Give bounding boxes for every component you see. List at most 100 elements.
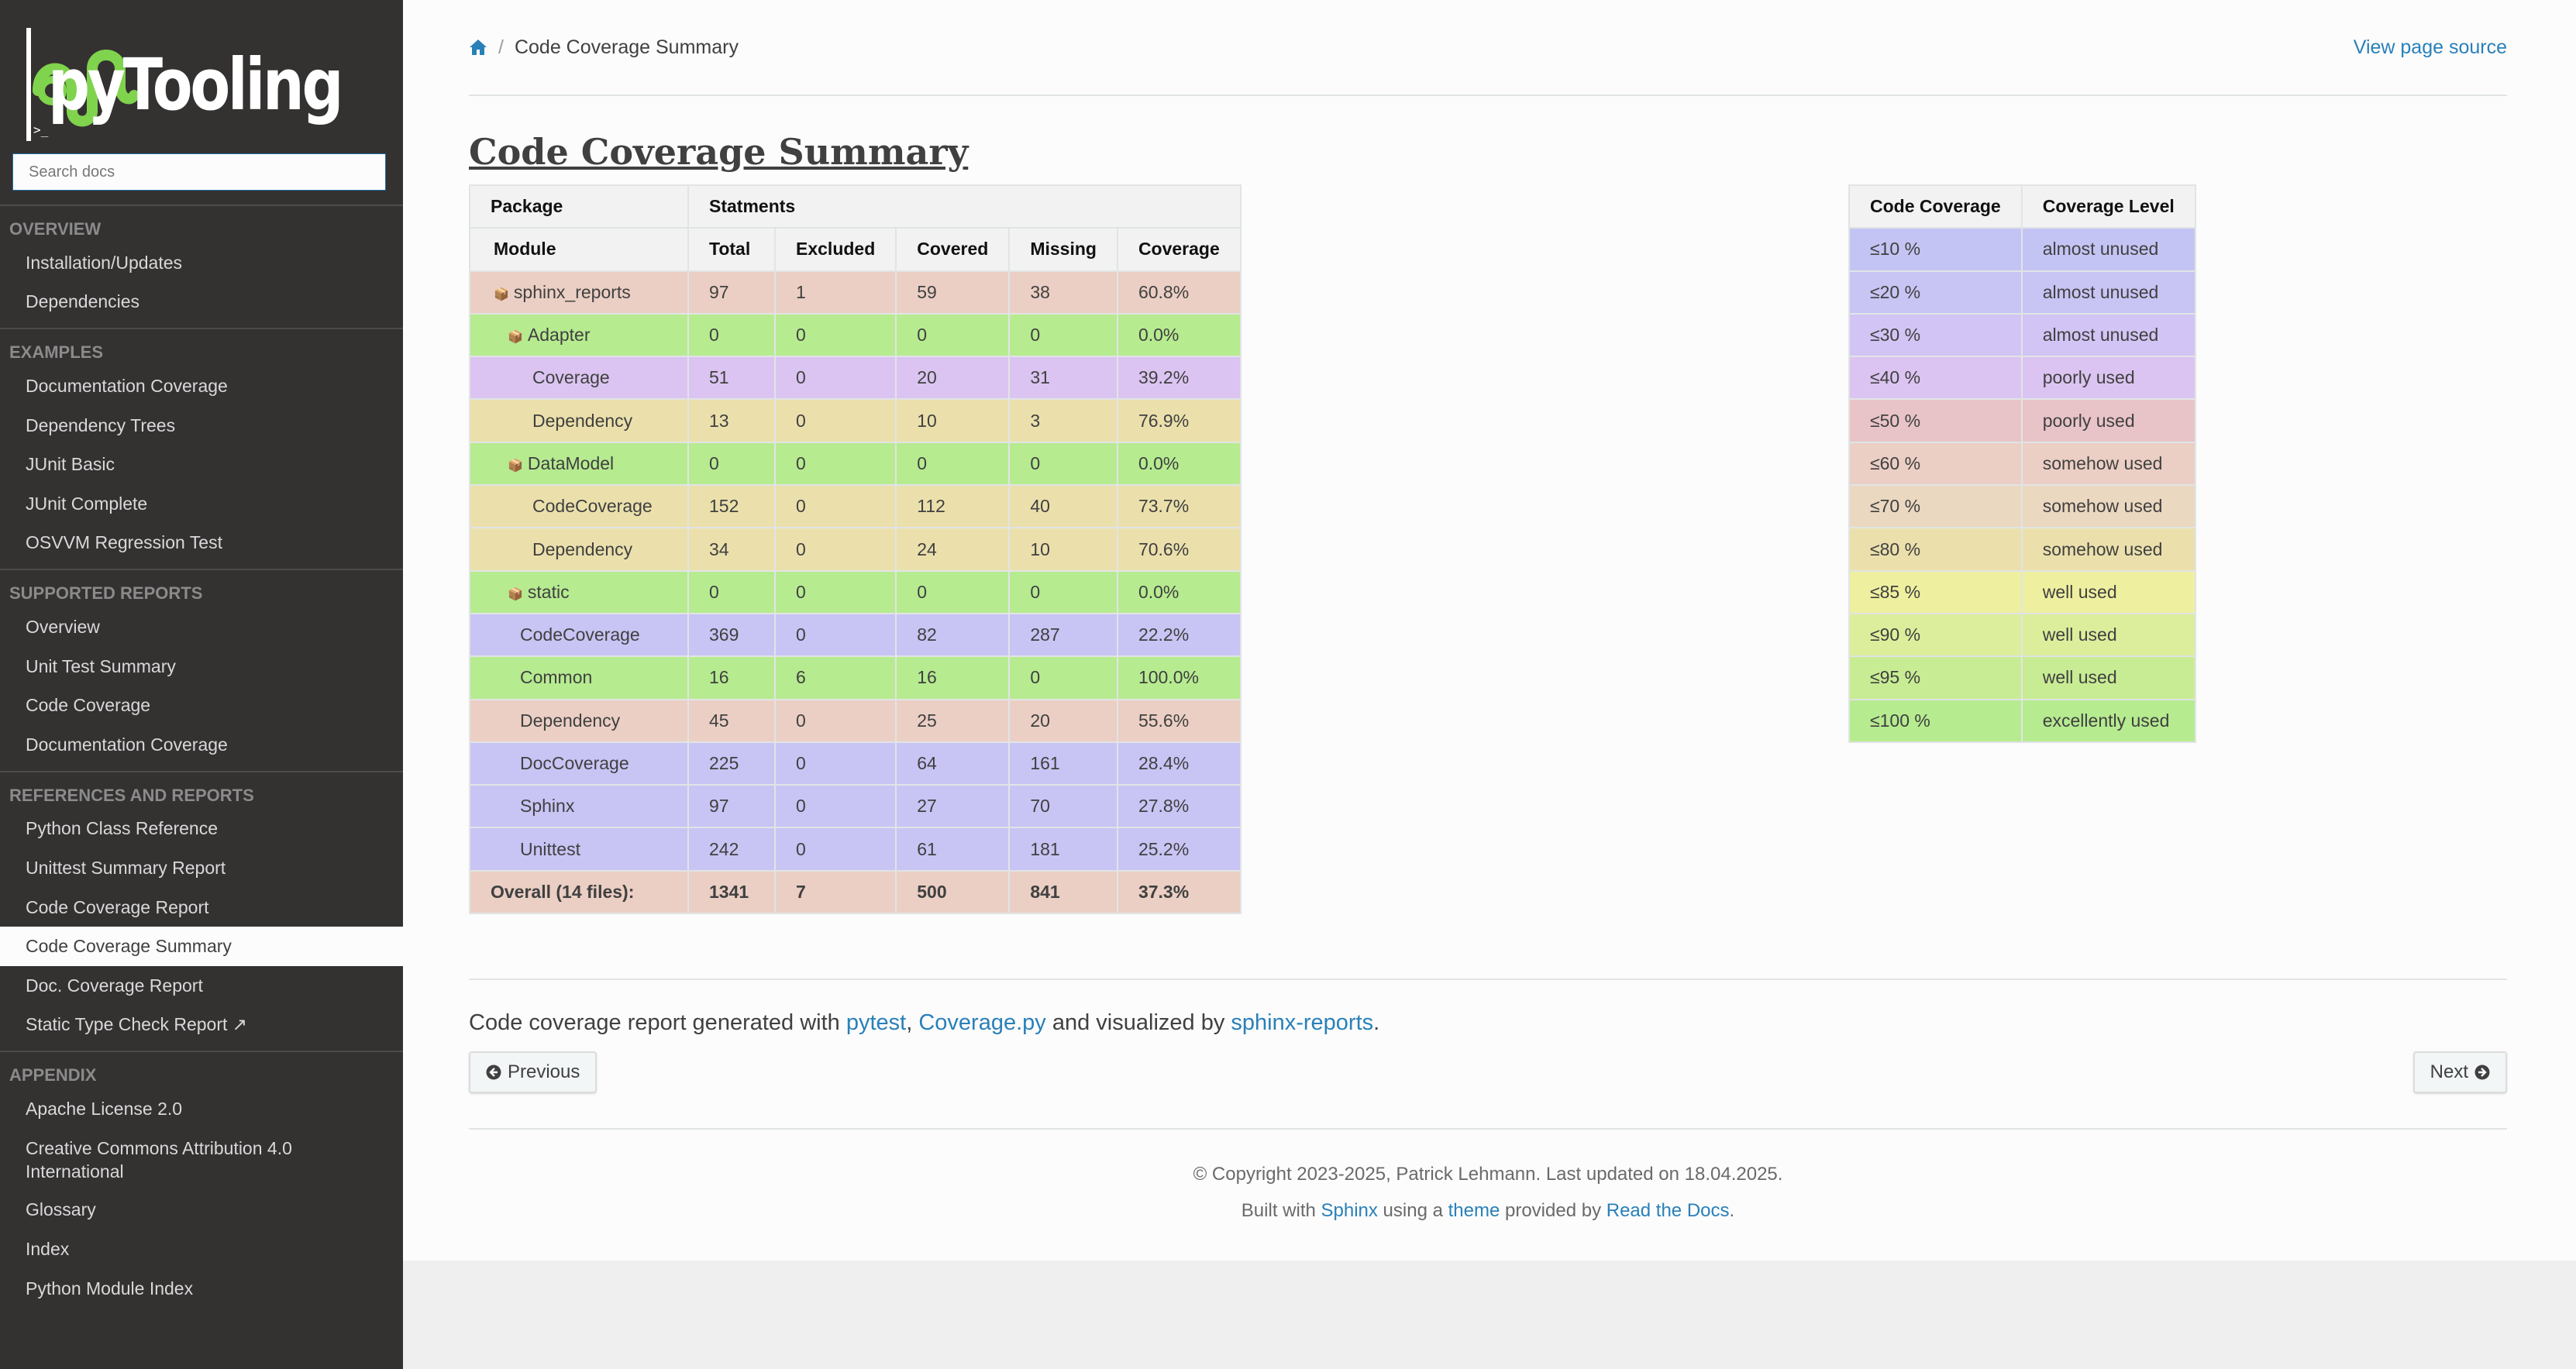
legend-level-cell: somehow used [2020,527,2196,572]
pytest-link[interactable]: pytest [845,1010,907,1035]
excluded-cell: 0 [773,612,897,658]
total-cell: 369 [687,612,776,658]
next-button[interactable]: Next [2412,1051,2507,1093]
covered-cell: 10 [895,398,1011,443]
legend-row: ≤50 % poorly used [1848,398,2196,443]
search-input[interactable]: Search docs [12,153,386,191]
covered-cell: 0 [895,312,1011,358]
module-name: static [527,581,570,602]
nav-item-dependencies[interactable]: Dependencies [26,291,140,312]
missing-cell: 181 [1008,827,1118,872]
nav-item-documentation-coverage[interactable]: Documentation Coverage [26,375,228,396]
coverage-cell: 73.7% [1116,484,1242,529]
nav-caption: Supported Reports [9,583,203,604]
missing-cell: 0 [1008,655,1118,700]
module-name-cell: CodeCoverage [469,484,689,529]
legend-range-cell: ≤100 % [1848,698,2023,743]
legend-row: ≤80 % somehow used [1848,527,2196,572]
total-cell: 0 [687,569,776,614]
read-the-docs-link[interactable]: Read the Docs [1606,1200,1730,1221]
missing-cell: 10 [1008,527,1118,572]
total-cell: 152 [687,484,776,529]
legend-row: ≤10 % almost unused [1848,227,2196,272]
nav-item-unit-test-summary[interactable]: Unit Test Summary [26,655,176,676]
module-name-cell: DocCoverage [469,741,689,786]
logo-prompt: >_ [33,122,49,137]
nav-item-apache-license[interactable]: Apache License 2.0 [26,1098,183,1119]
overall-row: Overall (14 files): 1341 7 500 841 37.3% [469,869,1242,915]
sphinx-reports-link[interactable]: sphinx-reports [1231,1010,1374,1035]
nav-item-code-coverage-report[interactable]: Code Coverage Report [26,896,209,917]
module-name: CodeCoverage [532,496,653,517]
legend-row: ≤20 % almost unused [1848,270,2196,315]
table-header-row: Module Total Excluded Covered Missing Co… [469,227,1242,272]
coverage-cell: 55.6% [1116,698,1242,743]
excluded-cell: 0 [773,569,897,614]
legend-range-cell: ≤50 % [1848,398,2023,443]
coverage-cell: 0.0% [1116,312,1242,358]
nav-item-unittest-summary-report[interactable]: Unittest Summary Report [26,857,226,878]
home-icon[interactable] [469,39,487,56]
nav-item-static-type-check-report[interactable]: Static Type Check Report ↗ [26,1014,248,1035]
nav-item-python-class-reference[interactable]: Python Class Reference [26,818,219,839]
total-cell: 16 [687,655,776,700]
header-excluded: Excluded [773,227,897,272]
copyright: © Copyright 2023-2025, Patrick Lehmann. … [1193,1164,1783,1185]
legend-level-cell: almost unused [2020,312,2196,358]
module-name: DocCoverage [520,753,629,773]
sidebar: >_ pyTooling Search docs Overview Instal… [0,0,403,1369]
nav-item-junit-complete[interactable]: JUnit Complete [26,493,148,514]
module-name: Adapter [527,325,591,346]
missing-cell: 0 [1008,312,1118,358]
missing-cell: 0 [1008,569,1118,614]
previous-button[interactable]: Previous [469,1051,598,1093]
module-name-cell: 📦 Adapter [469,312,689,358]
legend-level-cell: poorly used [2020,398,2196,443]
nav-item-glossary[interactable]: Glossary [26,1199,96,1220]
legend-level-cell: well used [2020,569,2196,614]
coverage-py-link[interactable]: Coverage.py [918,1010,1046,1035]
legend-range-cell: ≤80 % [1848,527,2023,572]
view-page-source-link[interactable]: View page source [2353,36,2507,58]
covered-cell: 27 [895,784,1011,829]
coverage-cell: 70.6% [1116,527,1242,572]
main-content: / Code Coverage Summary View page source… [403,0,2576,1261]
coverage-cell: 39.2% [1116,356,1242,401]
covered-cell: 24 [895,527,1011,572]
nav-item-dependency-trees[interactable]: Dependency Trees [26,414,176,435]
snake-logo-icon [33,50,139,127]
table-row: Common 16 6 16 0 100.0% [469,655,1242,700]
overall-total-cell: 1341 [687,869,776,915]
table-row: 📦 static 0 0 0 0 0.0% [469,569,1242,614]
nav-item-junit-basic[interactable]: JUnit Basic [26,454,115,475]
nav-item-doc-coverage-report[interactable]: Doc. Coverage Report [26,975,203,996]
breadcrumb-current: Code Coverage Summary [514,36,739,58]
theme-link[interactable]: theme [1448,1200,1500,1221]
nav-item-creative-commons[interactable]: Creative Commons Attribution 4.0 Interna… [26,1137,292,1182]
total-cell: 51 [687,356,776,401]
module-name-cell: 📦 sphinx_reports [469,270,689,315]
nav-item-code-coverage-summary[interactable]: Code Coverage Summary [0,927,403,966]
nav-item-overview[interactable]: Overview [26,616,100,637]
nav-item-python-module-index[interactable]: Python Module Index [26,1278,194,1298]
nav-item-code-coverage[interactable]: Code Coverage [26,695,151,716]
sphinx-link[interactable]: Sphinx [1321,1200,1378,1221]
missing-cell: 70 [1008,784,1118,829]
module-name: Sphinx [520,796,575,817]
header-statements: Statments [687,184,1242,229]
total-cell: 242 [687,827,776,872]
logo-link[interactable]: >_ pyTooling [12,26,391,143]
table-row: Dependency 45 0 25 20 55.6% [469,698,1242,743]
nav-item-documentation-coverage-2[interactable]: Documentation Coverage [26,734,228,755]
legend-row: ≤85 % well used [1848,569,2196,614]
nav-item-osvvm[interactable]: OSVVM Regression Test [26,532,222,553]
module-name-cell: Coverage [469,356,689,401]
coverage-cell: 27.8% [1116,784,1242,829]
note-text: Code coverage report generated with [469,1010,846,1035]
nav-item-installation[interactable]: Installation/Updates [26,252,183,273]
nav-item-index[interactable]: Index [26,1239,70,1260]
coverage-cell: 28.4% [1116,741,1242,786]
legend-range-cell: ≤85 % [1848,569,2023,614]
nav-section-examples: Examples Documentation Coverage Dependen… [0,328,403,569]
legend-row: ≤60 % somehow used [1848,441,2196,487]
